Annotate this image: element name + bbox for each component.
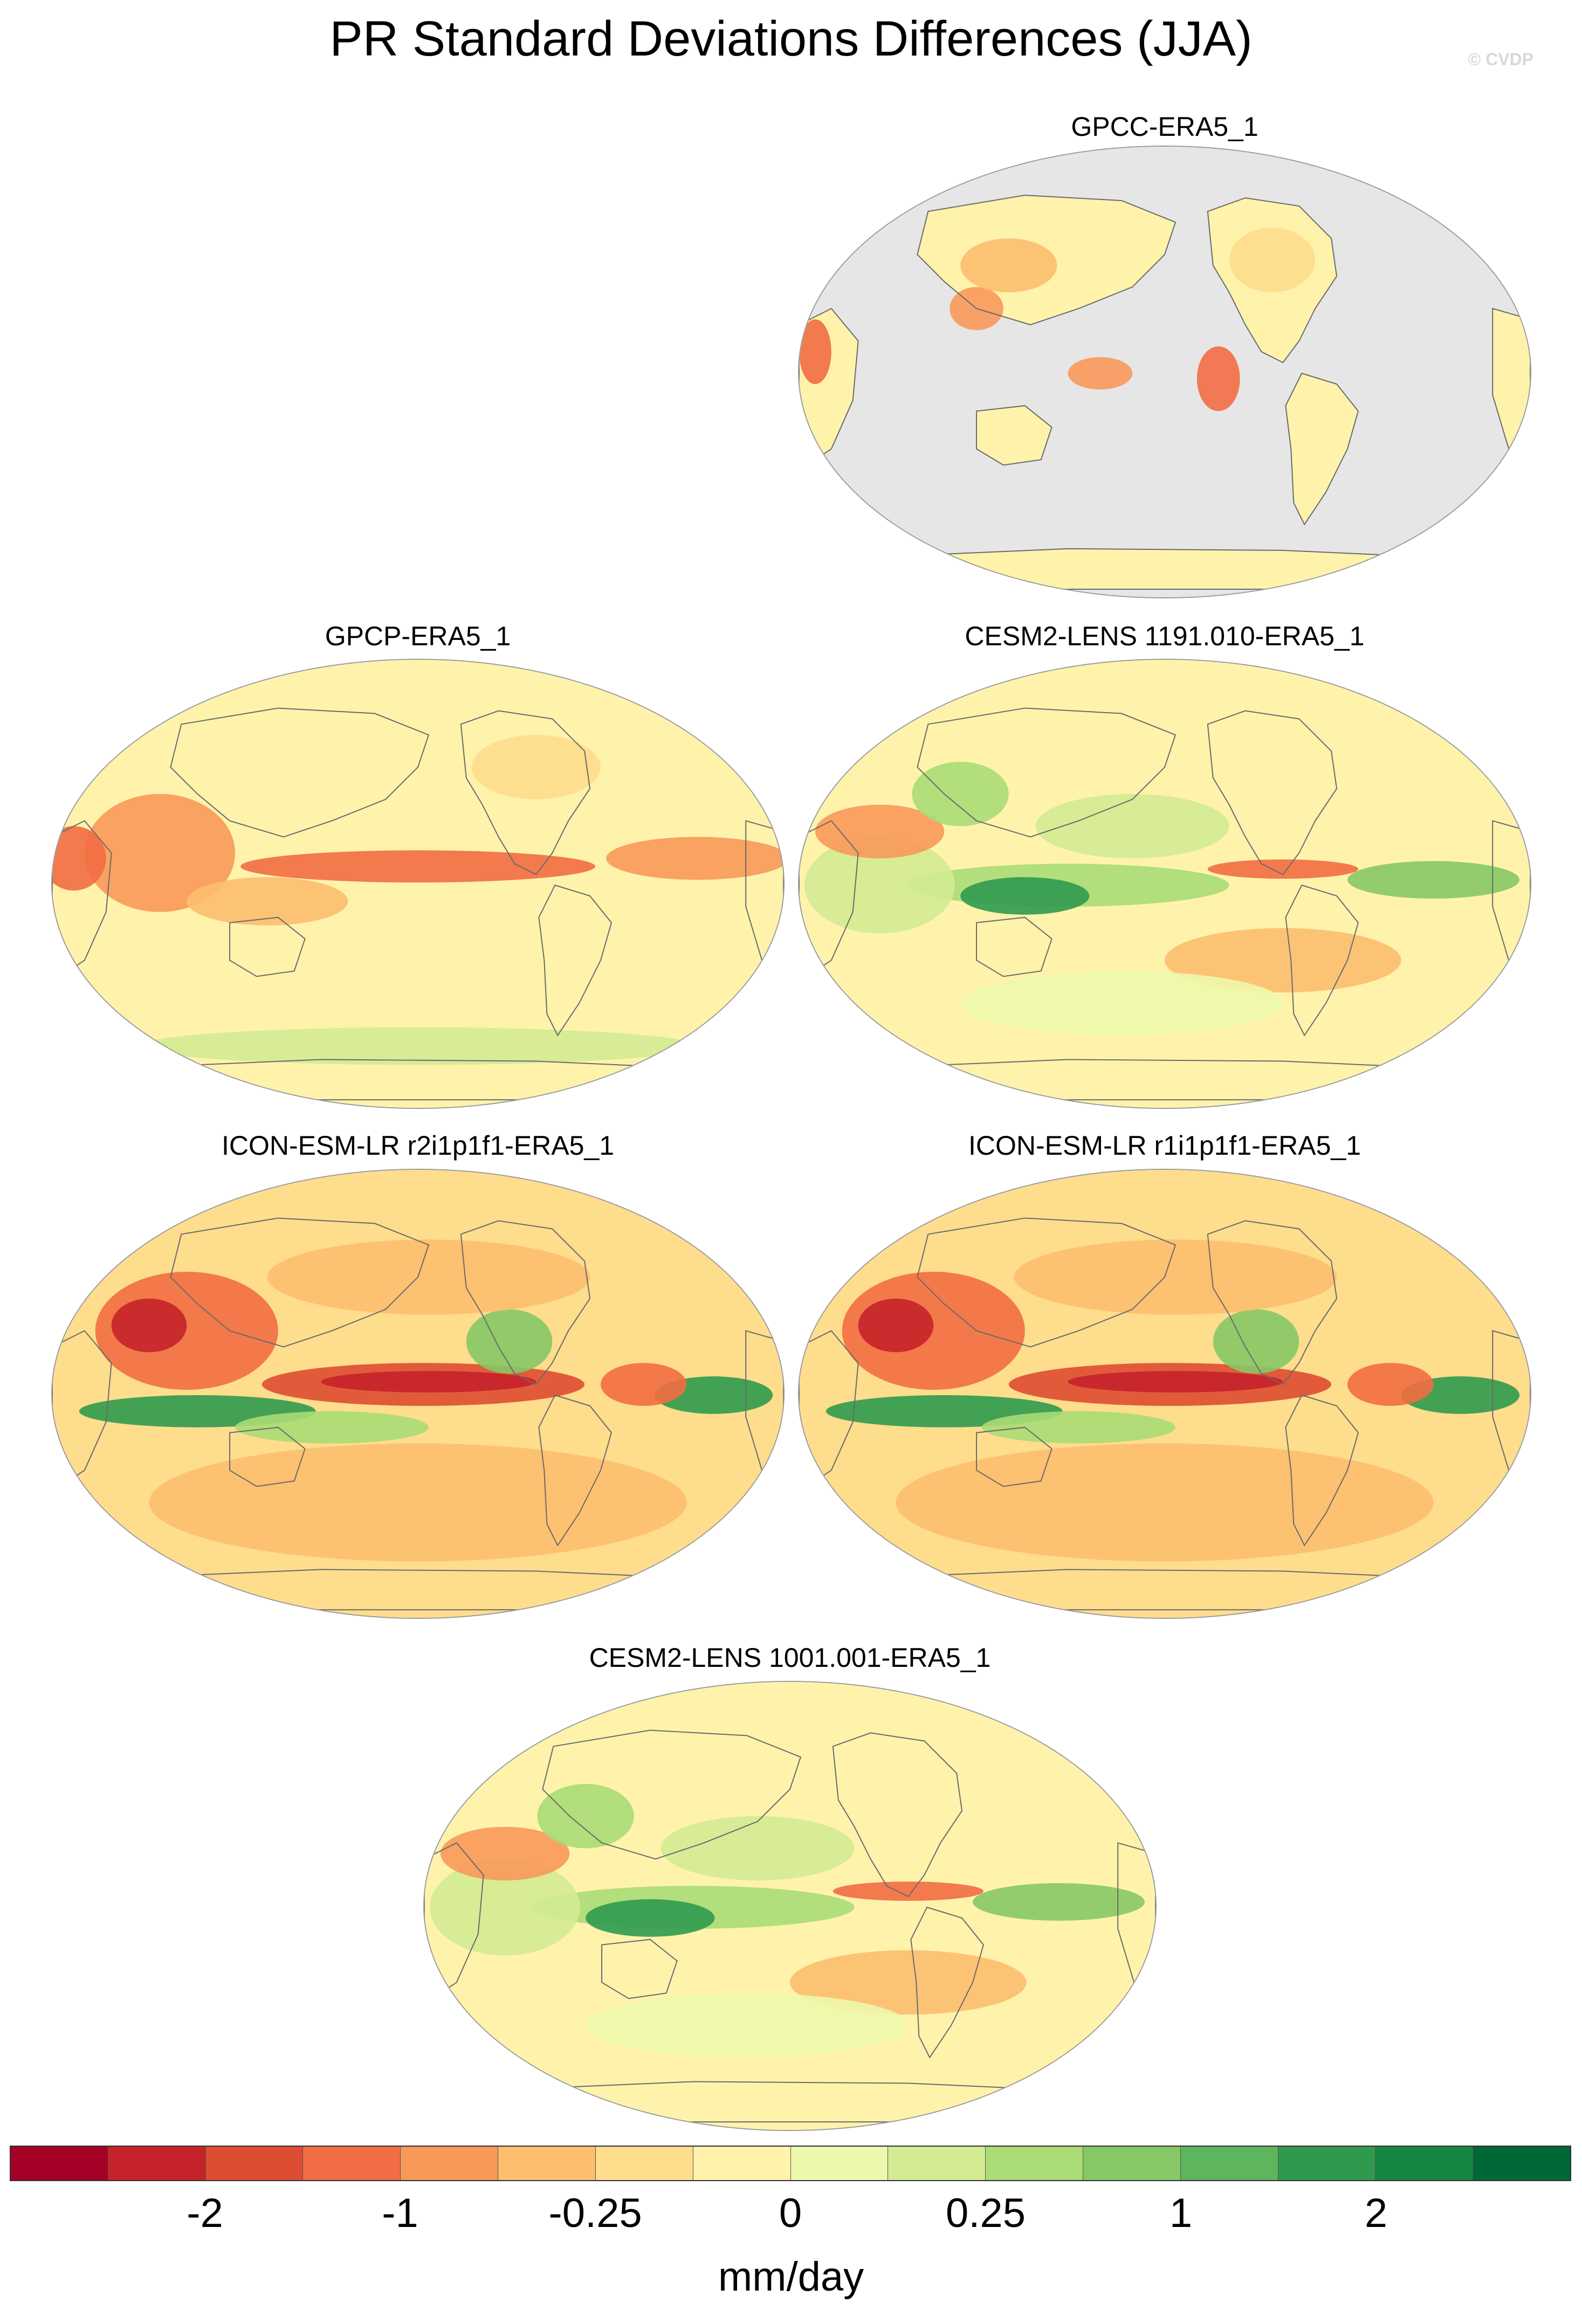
colorbar-box bbox=[498, 2147, 596, 2180]
colorbar-box bbox=[693, 2147, 791, 2180]
colorbar-box bbox=[1180, 2147, 1278, 2180]
colorbar bbox=[10, 2146, 1571, 2181]
panel-label-cesm2-1001: CESM2-LENS 1001.001-ERA5_1 bbox=[589, 1643, 991, 1673]
map-icon-r1 bbox=[798, 1169, 1531, 1619]
panel-label-gpcp: GPCP-ERA5_1 bbox=[325, 621, 511, 651]
colorbar-box bbox=[986, 2147, 1083, 2180]
colorbar-box bbox=[1083, 2147, 1181, 2180]
colorbar-tick-label: 1 bbox=[1169, 2190, 1193, 2236]
colorbar-box bbox=[1375, 2147, 1474, 2180]
colorbar-box bbox=[303, 2147, 401, 2180]
colorbar-box bbox=[401, 2147, 499, 2180]
map-field bbox=[52, 660, 783, 1108]
panel-label-icon-r2: ICON-ESM-LR r2i1p1f1-ERA5_1 bbox=[221, 1130, 615, 1161]
colorbar-tick-label: -0.25 bbox=[548, 2190, 642, 2236]
map-cesm2-1191 bbox=[798, 659, 1531, 1109]
map-cesm2-1001 bbox=[423, 1681, 1157, 2131]
colorbar-tick-label: 2 bbox=[1364, 2190, 1388, 2236]
map-field bbox=[799, 1170, 1530, 1618]
colorbar-box bbox=[790, 2147, 889, 2180]
figure-title: PR Standard Deviations Differences (JJA) bbox=[329, 11, 1253, 66]
colorbar-box bbox=[1278, 2147, 1376, 2180]
panel-label-icon-r1: ICON-ESM-LR r1i1p1f1-ERA5_1 bbox=[968, 1130, 1361, 1161]
cvdp-credit: © CVDP bbox=[1468, 50, 1533, 69]
map-field bbox=[799, 147, 1530, 597]
panel-label-cesm2-1191: CESM2-LENS 1191.010-ERA5_1 bbox=[965, 621, 1365, 651]
map-field bbox=[799, 660, 1530, 1108]
map-icon-r2 bbox=[51, 1169, 785, 1619]
colorbar-box bbox=[888, 2147, 986, 2180]
colorbar-box bbox=[11, 2147, 108, 2180]
colorbar-box bbox=[108, 2147, 206, 2180]
colorbar-tick-label: 0.25 bbox=[946, 2190, 1026, 2236]
map-field bbox=[52, 1170, 783, 1618]
colorbar-units: mm/day bbox=[718, 2254, 864, 2300]
colorbar-tick-label: -1 bbox=[382, 2190, 418, 2236]
map-field bbox=[424, 1682, 1155, 2130]
map-gpcc bbox=[798, 146, 1531, 598]
colorbar-tick-label: -2 bbox=[187, 2190, 223, 2236]
colorbar-box bbox=[205, 2147, 304, 2180]
colorbar-tick-label: 0 bbox=[779, 2190, 802, 2236]
colorbar-box bbox=[595, 2147, 693, 2180]
panel-label-gpcc: GPCC-ERA5_1 bbox=[1071, 112, 1258, 142]
colorbar-box bbox=[1473, 2147, 1570, 2180]
map-gpcp bbox=[51, 659, 785, 1109]
